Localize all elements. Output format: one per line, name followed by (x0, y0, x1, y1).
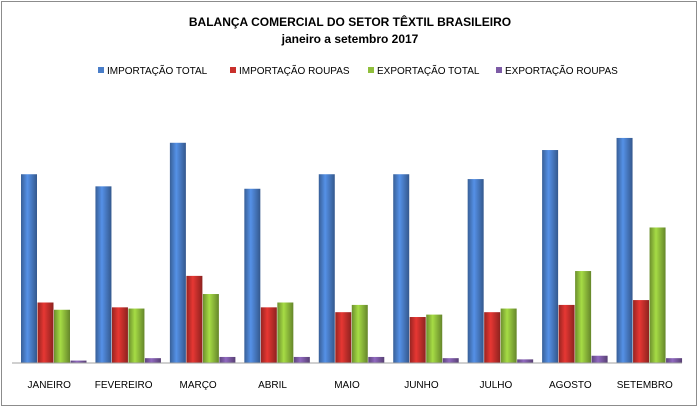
bar (484, 312, 501, 363)
bar (21, 174, 37, 363)
bar (409, 317, 426, 363)
bar (318, 174, 335, 363)
legend-swatch (230, 67, 236, 73)
bar (517, 359, 534, 363)
bar (500, 308, 517, 363)
x-tick-label: JUNHO (404, 380, 439, 391)
legend-swatch (496, 67, 502, 73)
x-tick-label: ABRIL (258, 380, 287, 391)
bar (219, 356, 236, 363)
bar (616, 137, 633, 363)
chart-subtitle: janeiro a setembro 2017 (281, 32, 419, 46)
bar (393, 174, 410, 363)
bar (368, 356, 385, 363)
chart-title: BALANÇA COMERCIAL DO SETOR TÊXTIL BRASIL… (189, 14, 511, 29)
x-tick-label: AGOSTO (549, 380, 592, 391)
x-tick-label: MAIO (334, 380, 360, 391)
bar (54, 309, 70, 363)
bar (128, 308, 145, 363)
bar (111, 307, 128, 363)
legend-label: IMPORTAÇÃO TOTAL (107, 64, 208, 77)
bar (186, 275, 203, 363)
legend-swatch (98, 67, 104, 73)
x-tick-label: SETEMBRO (617, 380, 673, 391)
legend-label: EXPORTAÇÃO TOTAL (377, 64, 480, 77)
bar (442, 358, 459, 363)
bar (351, 304, 368, 363)
bar (277, 302, 294, 363)
bar (666, 358, 683, 363)
bar (202, 294, 219, 363)
bar (293, 356, 310, 363)
legend: IMPORTAÇÃO TOTAL IMPORTAÇÃO ROUPAS EXPORTA… (98, 64, 618, 77)
bar (70, 360, 87, 363)
legend-swatch (368, 67, 374, 73)
bar (144, 358, 161, 363)
bar (542, 150, 559, 363)
bar (95, 186, 112, 363)
bar (244, 188, 261, 363)
bar (649, 227, 666, 363)
bar (591, 355, 608, 363)
bar (260, 307, 277, 363)
bar (575, 271, 592, 363)
x-tick-label: JULHO (479, 380, 512, 391)
legend-label: EXPORTAÇÃO ROUPAS (505, 64, 618, 77)
x-tick-label: JANEIRO (28, 380, 72, 391)
x-tick-labels: JANEIRO FEVEREIRO MARÇO ABRIL MAIO JUNHO JULHO… (28, 380, 674, 391)
bar (335, 312, 352, 363)
legend-label: IMPORTAÇÃO ROUPAS (239, 64, 350, 77)
bar (633, 300, 650, 363)
bar (467, 179, 484, 363)
bar (169, 142, 186, 363)
bar-group (21, 137, 683, 363)
bar (37, 302, 54, 363)
bar (426, 314, 443, 363)
x-tick-label: FEVEREIRO (95, 380, 153, 391)
bar (558, 304, 575, 363)
x-tick-label: MARÇO (179, 380, 216, 391)
